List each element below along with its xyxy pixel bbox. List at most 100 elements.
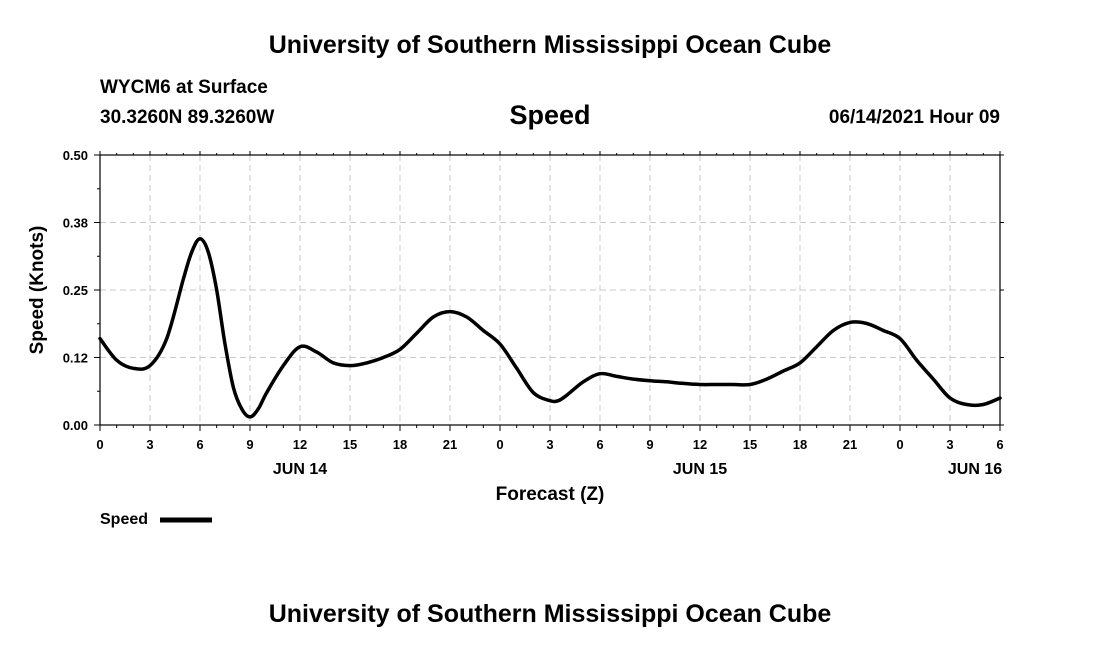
speed-point (965, 403, 968, 406)
speed-point (565, 394, 568, 397)
day-label: JUN 15 (673, 461, 727, 478)
x-tick-label: 15 (343, 437, 357, 452)
x-tick-label: 6 (596, 437, 603, 452)
legend-label: Speed (100, 511, 148, 528)
speed-point (257, 407, 260, 410)
speed-point (999, 397, 1002, 400)
speed-point (515, 367, 518, 370)
label-layer: 0 3 6 9 12 15 18 21 0 3 6 9 12 15 18 21 0 3 6 0.00 0.12 0.25 0… (63, 148, 1004, 478)
speed-point (365, 361, 368, 364)
x-tick-label: 9 (646, 437, 653, 452)
speed-point (432, 316, 435, 319)
speed-point (982, 403, 985, 406)
x-tick-label: 6 (196, 437, 203, 452)
speed-point (549, 399, 552, 402)
speed-point (115, 359, 118, 362)
speed-point (399, 348, 402, 351)
grid-layer (100, 155, 1000, 425)
coordinates-label: 30.3260N 89.3260W (100, 107, 275, 128)
speed-series-line (98, 236, 1002, 419)
y-tick-label: 0.00 (63, 418, 88, 433)
legend: Speed (100, 511, 212, 528)
day-label: JUN 16 (948, 461, 1002, 478)
speed-point (332, 361, 335, 364)
speed-point (207, 251, 210, 254)
speed-point (749, 383, 752, 386)
speed-point (165, 337, 168, 340)
y-tick-label: 0.12 (63, 351, 88, 366)
speed-point (382, 356, 385, 359)
station-label: WYCM6 at Surface (100, 77, 268, 98)
speed-point (349, 364, 352, 367)
speed-point (932, 378, 935, 381)
speed-point (799, 361, 802, 364)
x-tick-label: 0 (896, 437, 903, 452)
speed-point (199, 237, 202, 240)
speed-point (149, 364, 152, 367)
speed-point (299, 345, 302, 348)
y-tick-label: 0.25 (63, 283, 88, 298)
x-tick-label: 6 (996, 437, 1003, 452)
speed-point (282, 364, 285, 367)
x-tick-label: 0 (96, 437, 103, 452)
y-axis-label: Speed (Knots) (27, 226, 48, 355)
speed-point (599, 372, 602, 375)
speed-point (865, 322, 868, 325)
speed-point (899, 337, 902, 340)
speed-point (482, 329, 485, 332)
speed-point (582, 380, 585, 383)
day-label: JUN 14 (273, 461, 327, 478)
speed-point (132, 367, 135, 370)
speed-point (240, 407, 243, 410)
y-tick-label: 0.50 (63, 148, 88, 163)
chart-title-bottom: University of Southern Mississippi Ocean… (268, 600, 832, 628)
speed-point (732, 383, 735, 386)
speed-point (815, 345, 818, 348)
speed-point (632, 378, 635, 381)
speed-point (415, 332, 418, 335)
speed-point (915, 359, 918, 362)
x-axis-label: Forecast (Z) (496, 484, 605, 505)
x-tick-label: 12 (293, 437, 307, 452)
speed-point (949, 397, 952, 400)
speed-point (849, 321, 852, 324)
x-tick-label: 18 (793, 437, 807, 452)
speed-point (682, 382, 685, 385)
y-tick-label: 0.38 (63, 216, 88, 231)
speed-point (449, 310, 452, 313)
speed-point (99, 337, 102, 340)
speed-point (532, 391, 535, 394)
speed-point (557, 399, 560, 402)
x-tick-label: 3 (546, 437, 553, 452)
speed-point (190, 251, 193, 254)
parameter-title: Speed (509, 100, 591, 130)
speed-point (215, 289, 218, 292)
speed-point (665, 380, 668, 383)
issued-time-label: 06/14/2021 Hour 09 (828, 107, 1000, 128)
speed-point (232, 386, 235, 389)
speed-point (182, 278, 185, 281)
x-tick-label: 12 (693, 437, 707, 452)
speed-point (832, 329, 835, 332)
speed-point (649, 379, 652, 382)
x-tick-label: 0 (496, 437, 503, 452)
speed-point (224, 343, 227, 346)
x-tick-label: 18 (393, 437, 407, 452)
speed-point (699, 383, 702, 386)
x-tick-label: 21 (443, 437, 457, 452)
x-tick-label: 9 (246, 437, 253, 452)
speed-point (465, 316, 468, 319)
speed-point (782, 370, 785, 373)
speed-point (765, 378, 768, 381)
speed-point (499, 343, 502, 346)
speed-point (882, 329, 885, 332)
x-tick-label: 3 (146, 437, 153, 452)
speed-point (715, 383, 718, 386)
x-tick-label: 3 (946, 437, 953, 452)
speed-point (315, 351, 318, 354)
tick-layer (94, 151, 1004, 431)
chart-title-top: University of Southern Mississippi Ocean… (268, 31, 832, 59)
x-tick-label: 21 (843, 437, 857, 452)
speed-point (265, 391, 268, 394)
